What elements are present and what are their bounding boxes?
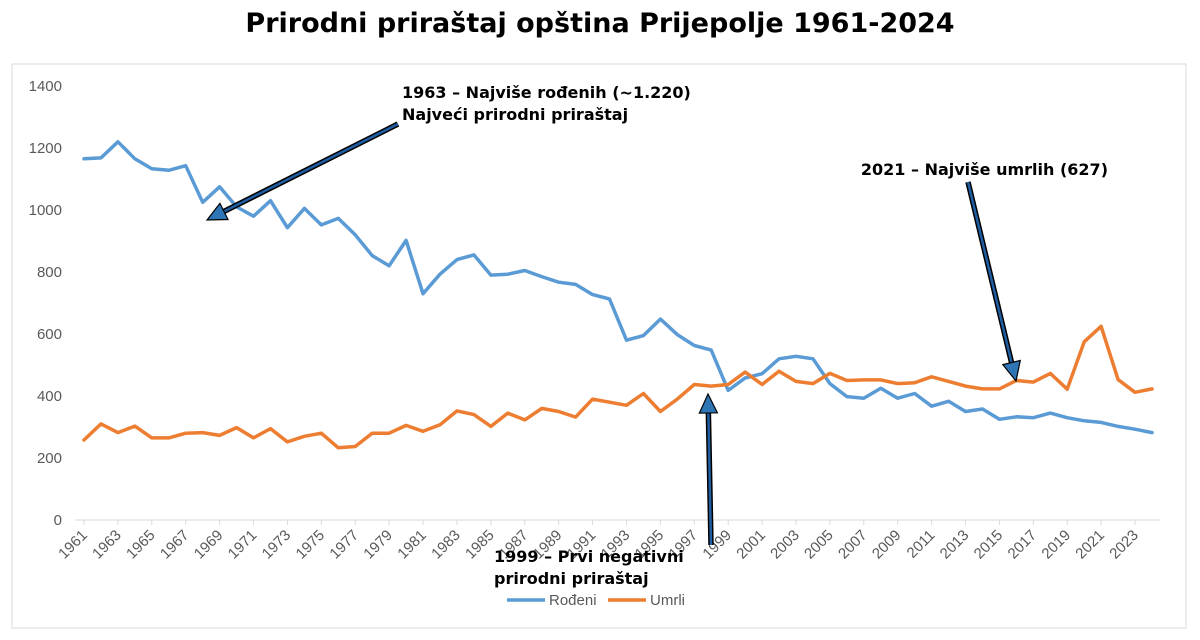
chart-title: Prirodni priraštaj opština Prijepolje 19… [245, 8, 954, 39]
y-tick-label: 1400 [29, 78, 62, 95]
annotations: 1963 – Najviše rođenih (~1.220) Najveći p… [402, 83, 1108, 588]
arrow-1999 [698, 392, 719, 546]
annotation-0-line-0: 1963 – Najviše rođenih (~1.220) [402, 83, 691, 102]
annotation-arrows [205, 121, 1022, 546]
arrow-2021-shaft [966, 181, 1013, 363]
y-tick-label: 600 [37, 326, 62, 343]
annotation-2-line-0: 1999 – Prvi negativni [494, 547, 684, 566]
arrow-1963-shaft [223, 122, 399, 213]
arrow-1963 [205, 121, 400, 221]
series-lines [82, 140, 1154, 450]
legend-label-1: Umrli [650, 592, 685, 609]
y-tick-label: 400 [37, 388, 62, 405]
series-line-rodjeni [82, 140, 1154, 435]
series-line-umrli [82, 324, 1154, 450]
annotation-0-line-1: Najveći prirodni priraštaj [402, 105, 628, 124]
y-tick-label: 1200 [29, 140, 62, 157]
arrow-1963-head [205, 202, 229, 221]
annotation-1-line-0: 2021 – Najviše umrlih (627) [861, 160, 1108, 179]
y-tick-label: 1000 [29, 202, 62, 219]
arrow-1999-head [698, 392, 719, 414]
arrow-2021-head [1001, 359, 1022, 383]
plot-area-border [11, 63, 1187, 629]
y-tick-label: 0 [54, 512, 62, 529]
legend-label-0: Rođeni [549, 592, 597, 609]
annotation-2-line-1: prirodni priraštaj [494, 569, 649, 588]
legend: Rođeni Umrli [507, 592, 685, 609]
y-tick-label: 800 [37, 264, 62, 281]
y-tick-label: 200 [37, 450, 62, 467]
arrow-2021 [965, 181, 1022, 383]
arrow-1999-shaft [707, 412, 713, 546]
